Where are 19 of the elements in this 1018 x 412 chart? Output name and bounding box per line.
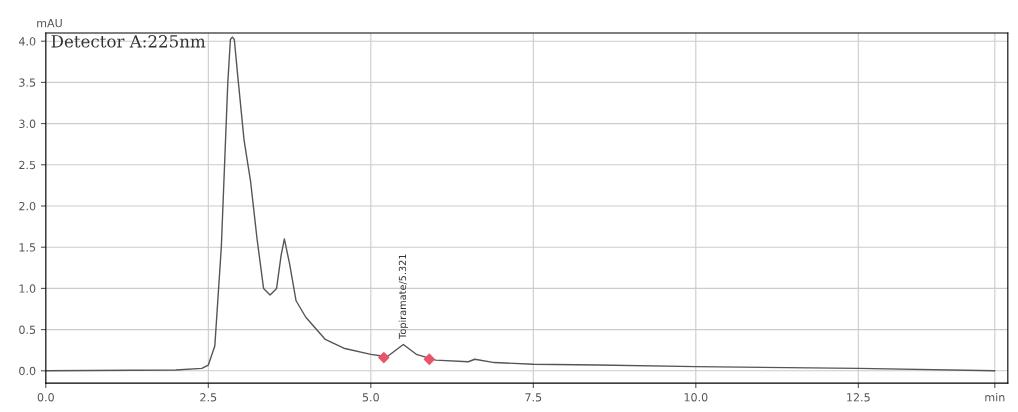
- y-tick-label: 2.5: [19, 160, 36, 170]
- y-tick-label: 1.0: [19, 284, 36, 293]
- x-tick-label: 7.5: [525, 393, 542, 402]
- y-tick-label: 0.0: [19, 366, 36, 376]
- y-tick-label: 3.5: [19, 78, 36, 87]
- annotation: Detector A:225nm: [51, 35, 206, 48]
- annotation: Topiramate/5.321: [398, 254, 409, 339]
- y-tick-label: 4.0: [18, 37, 36, 46]
- y-tick-label: 0.5: [19, 325, 36, 334]
- y-axis-title: mAU: [37, 19, 62, 28]
- x-tick-label: 0.0: [37, 393, 54, 402]
- x-tick-label: 12.5: [847, 393, 870, 402]
- y-tick-label: 3.0: [19, 119, 36, 128]
- x-tick-label: min: [985, 392, 1005, 402]
- x-tick-label: 2.5: [200, 393, 217, 402]
- y-tick-label: 1.5: [19, 243, 36, 252]
- y-tick-label: 2.0: [19, 201, 36, 211]
- x-tick-label: 10.0: [684, 393, 708, 402]
- x-tick-label: 5.0: [362, 393, 379, 402]
